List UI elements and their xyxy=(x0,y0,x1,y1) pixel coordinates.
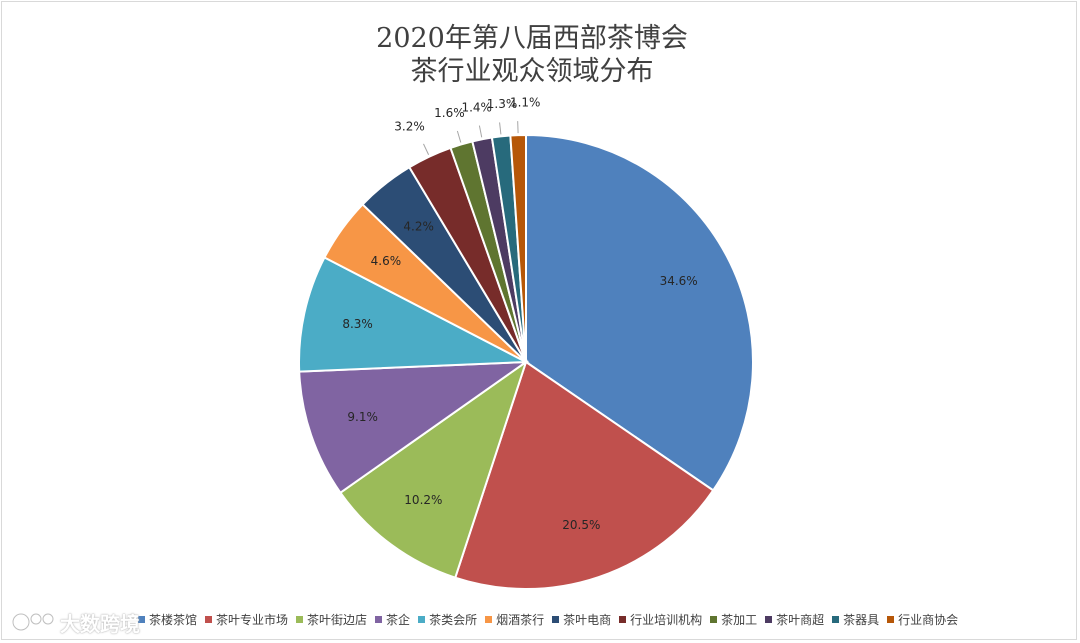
chart-title-line-1: 2020年第八届西部茶博会 xyxy=(376,23,688,54)
legend-label: 茶类会所 xyxy=(429,612,478,627)
legend-swatch xyxy=(552,615,560,623)
pie-slice-12 xyxy=(509,133,527,363)
chart-title-line-2: 茶行业观众领域分布 xyxy=(410,56,654,87)
watermark-text: 大数跨境 xyxy=(60,611,140,636)
legend-swatch xyxy=(832,615,840,623)
data-label-9: 1.6% xyxy=(434,106,465,120)
legend-item-7: 茶叶电商 xyxy=(552,611,611,628)
legend-swatch xyxy=(485,615,493,623)
legend-swatch xyxy=(375,615,383,623)
data-label-3: 10.2% xyxy=(404,493,442,507)
data-label-7: 4.2% xyxy=(403,219,434,233)
legend-label: 行业培训机构 xyxy=(630,612,703,627)
data-label-10: 1.4% xyxy=(461,100,492,114)
legend-swatch xyxy=(887,615,895,623)
legend-swatch xyxy=(765,615,773,623)
data-labels: 34.6%20.5%10.2%9.1%8.3%4.6%4.2%3.2%1.6%1… xyxy=(342,96,697,532)
chart-legend: 茶楼茶馆 茶叶专业市场 茶叶街边店 茶企 茶类会所 烟酒茶行 茶叶电商 行业培训机构 茶加工 茶叶… xyxy=(138,611,966,627)
legend-swatch xyxy=(138,615,145,623)
leader-lines xyxy=(423,121,519,155)
pie-slice-1 xyxy=(525,133,754,492)
data-label-5: 8.3% xyxy=(342,317,373,331)
legend-item-11: 茶器具 xyxy=(832,611,879,628)
pie-slice-4 xyxy=(298,360,530,495)
data-label-2: 20.5% xyxy=(562,518,600,532)
legend-label: 茶企 xyxy=(386,612,411,627)
legend-swatch xyxy=(710,615,718,623)
data-label-12: 1.1% xyxy=(510,96,541,110)
chart-title: 2020年第八届西部茶博会 茶行业观众领域分布 xyxy=(0,22,1064,88)
legend-swatch xyxy=(418,615,426,623)
legend-label: 茶加工 xyxy=(721,612,758,627)
legend-swatch xyxy=(619,615,627,623)
data-label-6: 4.6% xyxy=(371,254,402,268)
leader-line-9 xyxy=(456,130,462,143)
legend-item-5: 茶类会所 xyxy=(418,611,477,628)
legend-label: 茶叶电商 xyxy=(563,612,612,627)
leader-line-11 xyxy=(499,122,502,135)
legend-label: 茶器具 xyxy=(843,612,880,627)
legend-item-8: 行业培训机构 xyxy=(619,611,702,628)
data-label-11: 1.3% xyxy=(487,97,518,111)
legend-label: 行业商协会 xyxy=(898,612,959,627)
pie-slices xyxy=(298,133,754,590)
legend-item-6: 烟酒茶行 xyxy=(485,611,544,628)
legend-item-4: 茶企 xyxy=(375,611,410,628)
pie-slice-2 xyxy=(453,360,715,590)
legend-label: 茶楼茶馆 xyxy=(149,612,198,627)
legend-item-2: 茶叶专业市场 xyxy=(205,611,288,628)
legend-item-10: 茶叶商超 xyxy=(765,611,824,628)
watermark: 大数跨境 xyxy=(10,608,140,636)
leader-line-10 xyxy=(478,125,483,138)
brand-logo-icon xyxy=(11,612,55,632)
pie-slice-5 xyxy=(298,256,530,373)
legend-label: 烟酒茶行 xyxy=(496,612,545,627)
legend-item-12: 行业商协会 xyxy=(887,611,958,628)
legend-item-3: 茶叶街边店 xyxy=(296,611,367,628)
legend-label: 茶叶商超 xyxy=(776,612,825,627)
legend-item-9: 茶加工 xyxy=(710,611,757,628)
data-label-8: 3.2% xyxy=(394,120,425,134)
data-label-4: 9.1% xyxy=(347,410,378,424)
legend-swatch xyxy=(296,615,304,623)
legend-label: 茶叶街边店 xyxy=(307,612,368,627)
data-label-1: 34.6% xyxy=(660,274,698,288)
legend-item-1: 茶楼茶馆 xyxy=(138,611,197,628)
leader-line-8 xyxy=(423,143,430,155)
legend-label: 茶叶专业市场 xyxy=(216,612,289,627)
pie-slice-3 xyxy=(339,359,528,579)
legend-swatch xyxy=(205,615,213,623)
